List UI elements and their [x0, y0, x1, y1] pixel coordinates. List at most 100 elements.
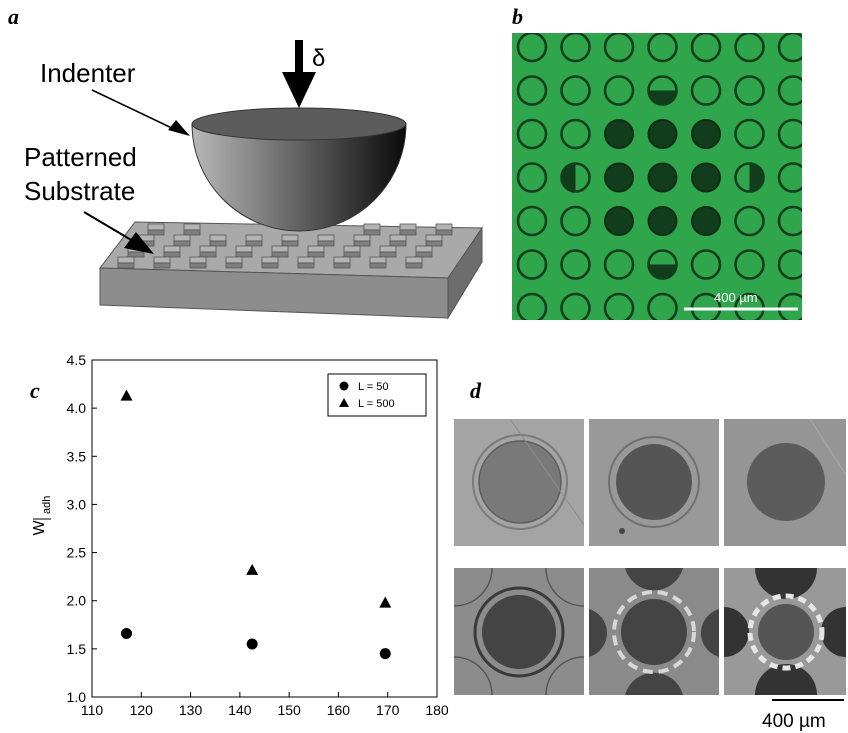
load-arrow-icon [282, 40, 316, 108]
legend-box [327, 373, 427, 417]
micrograph-post [560, 33, 591, 63]
micrograph-post-filled [647, 162, 678, 193]
micrograph-post [777, 33, 802, 63]
micrograph-post [516, 162, 548, 193]
substrate-post-side [399, 229, 417, 236]
panel-label-d: d [470, 378, 481, 403]
substrate-pointer-head-icon [124, 232, 154, 254]
substrate-post-side [415, 251, 433, 258]
data-point-circle [379, 648, 391, 660]
data-point-triangle [120, 389, 133, 401]
micrograph-post [603, 249, 635, 280]
micrograph-post [647, 292, 678, 320]
substrate-post-side [297, 262, 315, 269]
y-tick-label: 3.5 [67, 448, 87, 464]
x-tick-label: 160 [327, 702, 351, 718]
micrograph-post-filled [604, 206, 634, 236]
legend-label-series-2: L = 500 [358, 398, 395, 410]
substrate-post [405, 256, 423, 264]
substrate-post [281, 234, 299, 242]
data-point-triangle [379, 596, 392, 608]
micrograph-post-filled [647, 206, 678, 236]
micrograph-top-1 [454, 419, 584, 546]
substrate-post-side [183, 229, 201, 236]
micrograph-top-2 [589, 419, 719, 546]
substrate-post-side [147, 229, 165, 236]
micrograph-post [777, 118, 802, 150]
substrate-post [245, 234, 263, 242]
micrograph-post [603, 33, 635, 63]
substrate-post-side [307, 251, 325, 258]
substrate-post [261, 256, 279, 264]
substrate-post [271, 245, 289, 253]
micrograph-post [560, 118, 591, 150]
x-tick-label: 180 [425, 702, 449, 718]
substrate-pointer [83, 211, 139, 245]
micrograph-post [777, 75, 802, 106]
micrograph-post-filled [647, 119, 678, 149]
micrograph-post-half [561, 163, 576, 192]
micrograph-bottom-1 [454, 568, 584, 695]
substrate-post [353, 234, 371, 242]
substrate-post [189, 256, 207, 264]
substrate-label-line2: Substrate [24, 176, 135, 206]
micrograph-post [603, 292, 635, 320]
micrograph-post [516, 33, 548, 63]
substrate-post-side [363, 229, 381, 236]
substrate-post [369, 256, 387, 264]
substrate-post-side [117, 262, 135, 269]
micrograph-post-half [749, 163, 764, 192]
substrate-post-side [405, 262, 423, 269]
substrate-post [307, 245, 325, 253]
micrograph-post [690, 249, 722, 280]
substrate-post [363, 223, 381, 231]
substrate-post [163, 245, 181, 253]
substrate-post-side [379, 251, 397, 258]
legend-label-series-1: L = 50 [358, 381, 388, 393]
substrate-post-side [343, 251, 361, 258]
micrograph-post [690, 33, 722, 63]
panel-label-a: a [8, 4, 19, 29]
substrate-post-side [281, 240, 299, 247]
scale-bar-b-label: 400 µm [714, 290, 758, 305]
micrograph-post [777, 162, 802, 193]
substrate-post [199, 245, 217, 253]
y-tick-label: 4.5 [67, 352, 87, 368]
micrograph-post [516, 249, 548, 280]
micrograph-post [516, 292, 548, 320]
substrate-post-side [353, 240, 371, 247]
substrate-post-side [209, 240, 227, 247]
data-point-circle [246, 638, 258, 650]
grayscale-micrographs: 400 µm [454, 419, 846, 732]
substrate-post [153, 256, 171, 264]
substrate-post-side [369, 262, 387, 269]
plot-frame [91, 359, 438, 698]
legend-marker-circle-icon [339, 381, 349, 391]
micrograph-post-half [648, 90, 677, 105]
x-axis-ticks: 110 120 130 140 150 160 170 180 [81, 692, 449, 718]
micrograph-post [516, 118, 548, 150]
y-axis-label: W adh [31, 496, 53, 536]
substrate-post [435, 223, 453, 231]
data-point-circle [121, 627, 132, 639]
micrograph-post [560, 292, 591, 320]
micrograph-bottom-2 [589, 568, 719, 695]
substrate-posts [117, 223, 453, 269]
substrate-post [425, 234, 443, 242]
y-axis-ticks: 1.0 1.5 2.0 2.5 3.0 3.5 4.0 4.5 [67, 352, 97, 705]
substrate-post-side [261, 262, 279, 269]
x-tick-label: 150 [277, 702, 301, 718]
micrograph-post [777, 249, 802, 280]
substrate-post [225, 256, 243, 264]
micrograph-post [734, 249, 765, 280]
y-tick-label: 3.0 [67, 496, 87, 512]
substrate-post-side [235, 251, 253, 258]
substrate-post-side [425, 240, 443, 247]
x-tick-label: 120 [130, 702, 154, 718]
substrate-post-side [271, 251, 289, 258]
y-tick-label: 2.0 [67, 593, 87, 609]
y-tick-label: 1.5 [67, 641, 87, 657]
substrate-post [235, 245, 253, 253]
substrate-post-side [389, 240, 407, 247]
micrograph-post [734, 75, 765, 106]
